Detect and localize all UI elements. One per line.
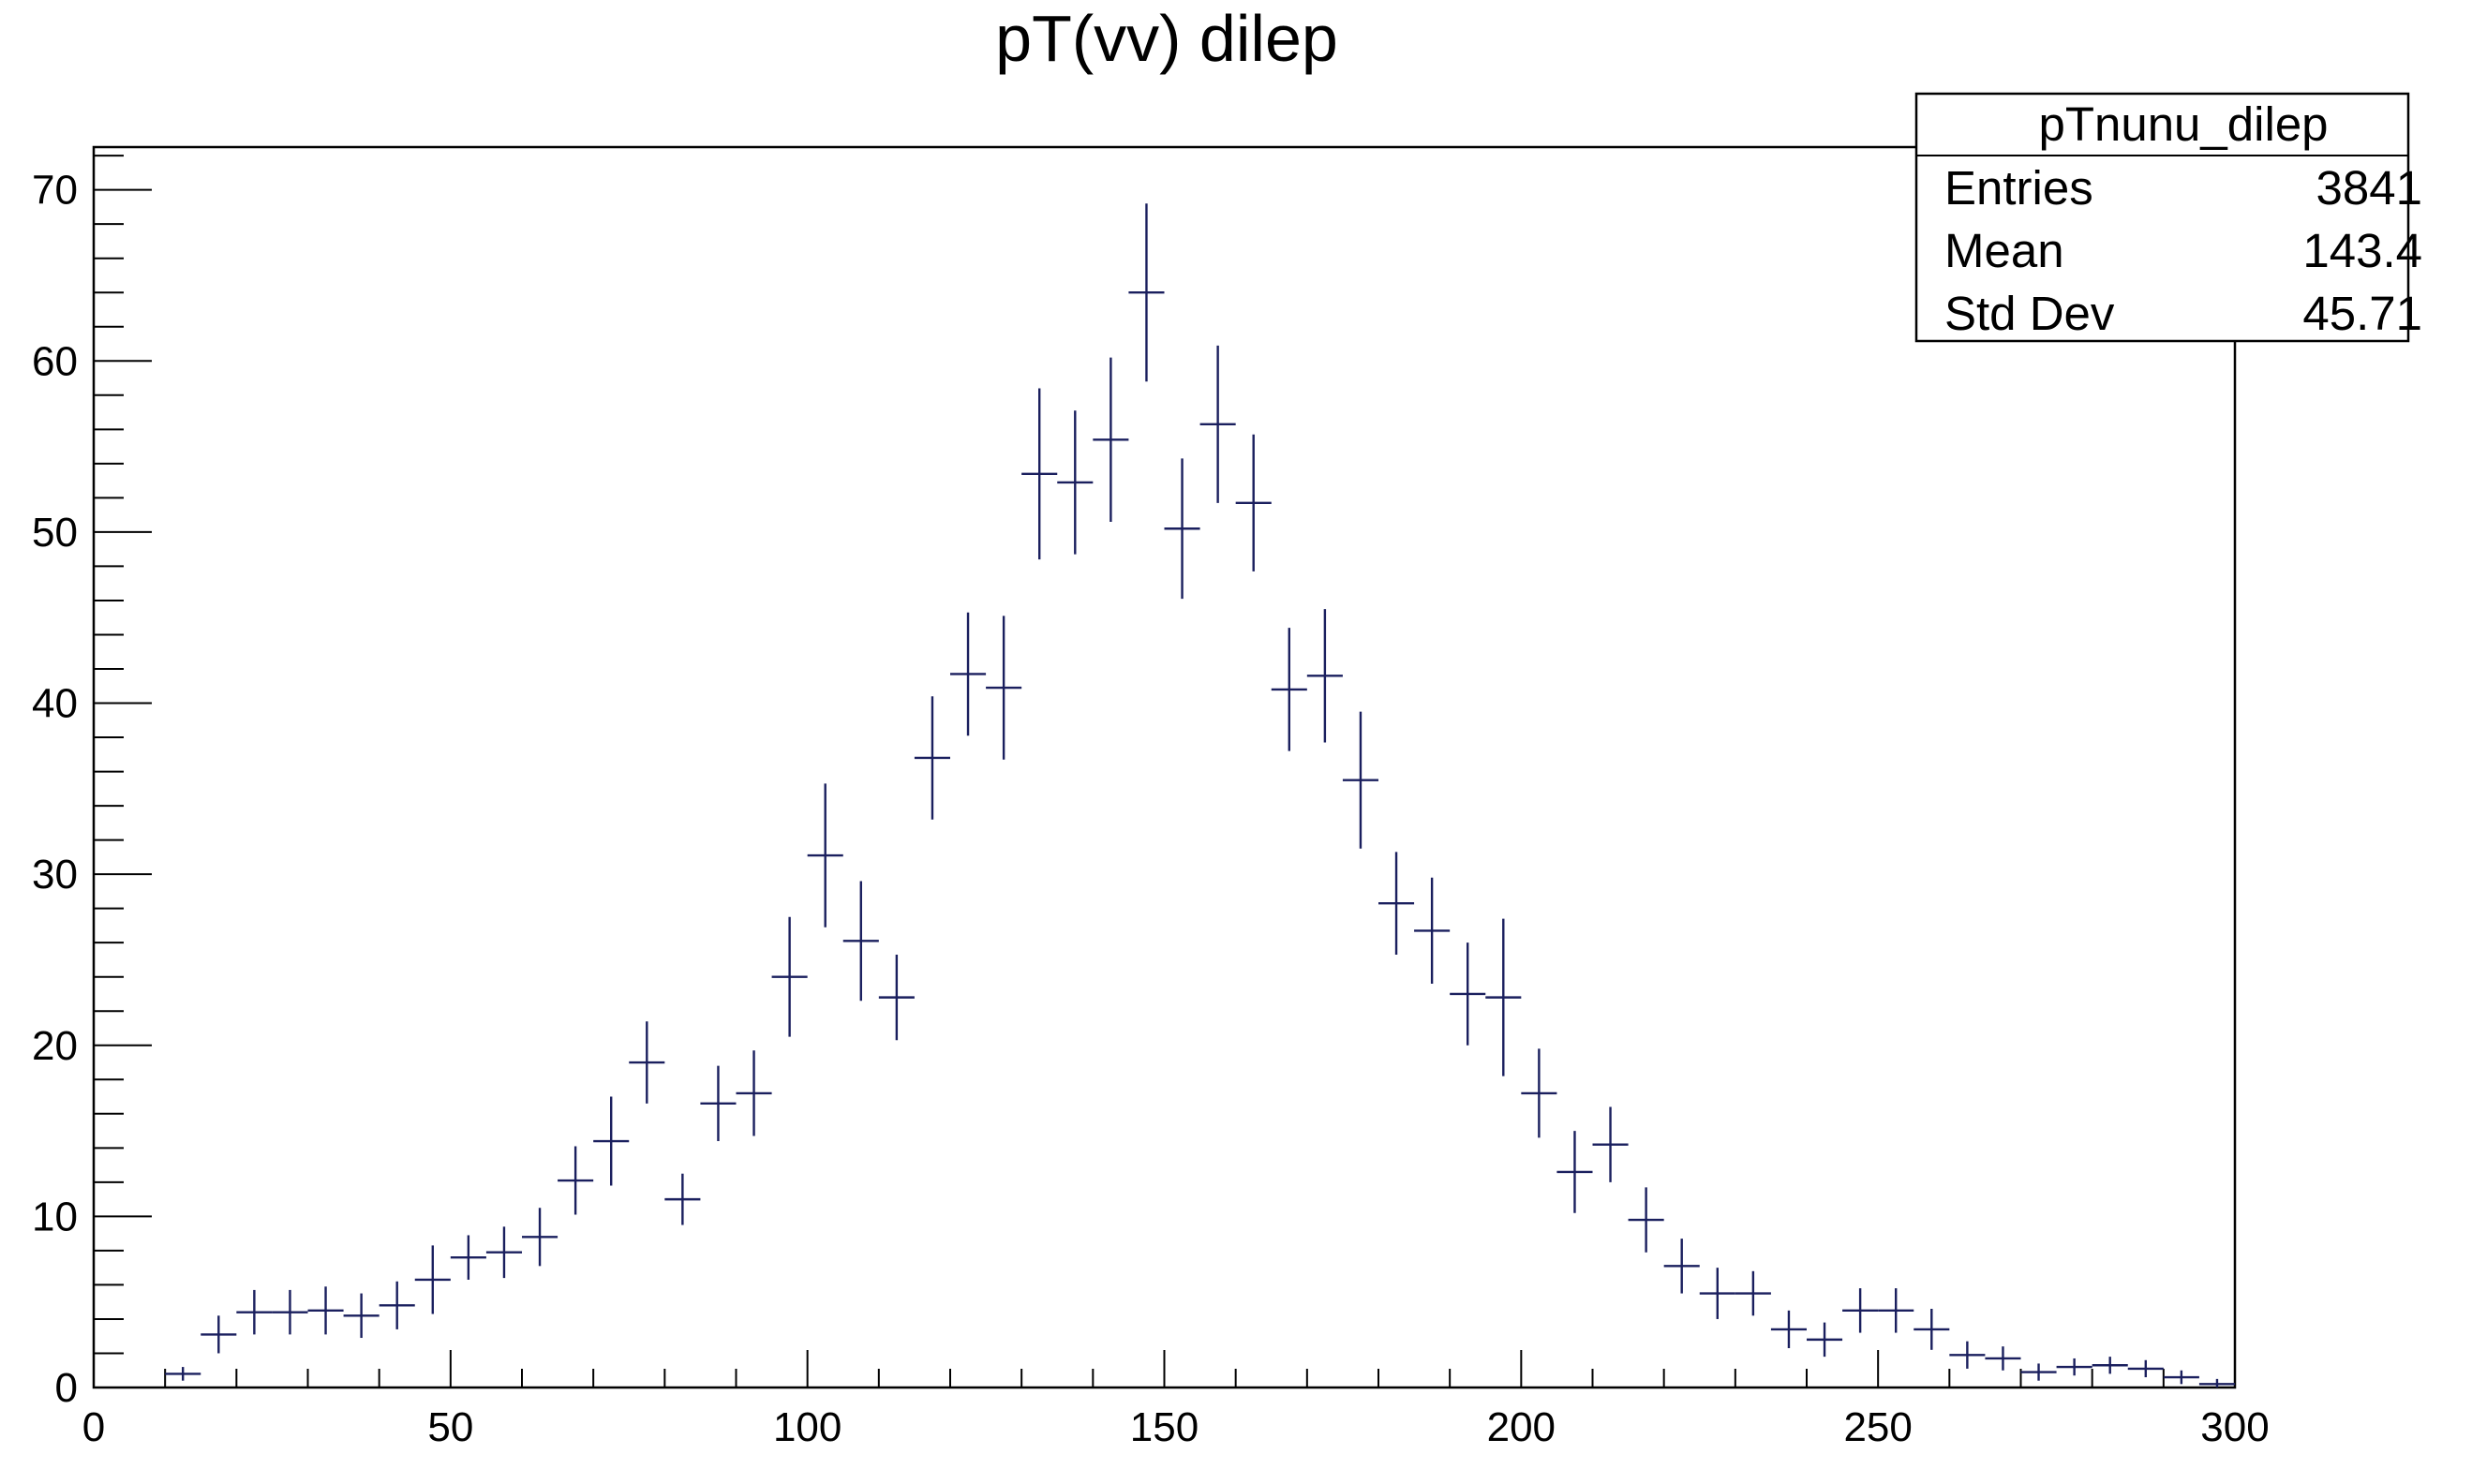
x-tick-label: 0 — [82, 1404, 105, 1450]
data-point — [201, 1315, 237, 1354]
x-tick-label: 200 — [1487, 1404, 1556, 1450]
data-point — [700, 1065, 737, 1142]
data-point — [2127, 1359, 2164, 1378]
data-point — [1807, 1322, 1843, 1358]
x-tick-label: 250 — [1843, 1404, 1912, 1450]
data-point — [2163, 1370, 2199, 1385]
data-point — [807, 783, 843, 928]
stats-box-title: pTnunu_dilep — [2038, 97, 2328, 151]
stats-box: pTnunu_dilep Entries 3841 Mean 143.4 Std… — [1914, 92, 2422, 343]
x-tick-label: 150 — [1130, 1404, 1199, 1450]
data-point — [1699, 1268, 1735, 1319]
data-point — [2092, 1357, 2128, 1374]
data-point — [485, 1226, 522, 1279]
data-point — [1556, 1131, 1593, 1213]
data-point — [1021, 388, 1058, 560]
data-point — [414, 1245, 451, 1314]
y-tick-label: 20 — [32, 1023, 78, 1069]
y-tick-label: 10 — [32, 1194, 78, 1239]
data-point — [1450, 942, 1486, 1046]
data-point — [771, 916, 808, 1037]
data-point — [307, 1286, 344, 1335]
data-point — [2198, 1378, 2235, 1388]
data-point — [1592, 1106, 1629, 1182]
stats-entries-label: Entries — [1944, 161, 2093, 215]
data-point — [1985, 1346, 2021, 1371]
data-point — [1057, 410, 1094, 555]
stats-box-frame — [1914, 92, 2410, 343]
y-tick-label: 30 — [32, 852, 78, 898]
stats-stddev-value: 45.71 — [2302, 287, 2422, 340]
data-point — [450, 1235, 486, 1280]
data-point — [593, 1096, 630, 1186]
data-point — [522, 1208, 558, 1267]
chart-title: pT(vv) dilep — [995, 2, 1338, 75]
x-tick-label: 300 — [2200, 1404, 2269, 1450]
data-point — [272, 1289, 308, 1335]
stats-mean-label: Mean — [1944, 224, 2064, 277]
y-tick-label: 70 — [32, 168, 78, 214]
stats-stddev-label: Std Dev — [1944, 287, 2115, 340]
data-point — [1235, 434, 1272, 571]
y-tick-label: 60 — [32, 338, 78, 384]
data-point — [1628, 1187, 1664, 1253]
data-point — [236, 1289, 273, 1335]
data-points — [165, 203, 2235, 1388]
data-point — [1271, 628, 1307, 751]
x-tick-label: 50 — [427, 1404, 473, 1450]
data-point — [558, 1146, 594, 1215]
data-point — [1914, 1308, 1950, 1350]
data-point — [1878, 1288, 1914, 1333]
data-point — [1770, 1310, 1807, 1348]
data-point — [1521, 1048, 1557, 1138]
data-point — [1128, 203, 1165, 382]
x-axis: 0 50 100 150 200 250 300 — [82, 1350, 2270, 1450]
data-point — [1306, 609, 1343, 743]
stats-entries-value: 3841 — [2316, 161, 2422, 215]
data-point — [986, 616, 1022, 760]
data-point — [914, 696, 950, 820]
data-point — [1093, 357, 1129, 522]
data-point — [950, 612, 987, 736]
y-tick-label: 0 — [55, 1365, 78, 1411]
data-point — [2056, 1358, 2092, 1376]
data-point — [736, 1050, 772, 1136]
data-point — [343, 1293, 380, 1339]
data-point — [878, 954, 915, 1041]
data-point — [165, 1367, 201, 1381]
data-point — [1414, 877, 1451, 985]
data-point — [1842, 1288, 1879, 1333]
y-axis: 0 10 20 30 40 50 60 70 — [32, 155, 152, 1411]
data-point — [2020, 1363, 2057, 1381]
stats-mean-value: 143.4 — [2302, 224, 2422, 277]
data-point — [629, 1021, 665, 1104]
data-point — [1378, 852, 1415, 955]
y-tick-label: 40 — [32, 681, 78, 727]
data-point — [1342, 711, 1378, 849]
data-point — [1663, 1239, 1700, 1294]
plot-frame — [92, 145, 2237, 1389]
y-tick-label: 50 — [32, 510, 78, 556]
data-point — [664, 1173, 701, 1225]
data-point — [1164, 458, 1200, 600]
x-tick-label: 100 — [773, 1404, 841, 1450]
data-point — [842, 881, 879, 1002]
data-point — [1735, 1270, 1771, 1316]
data-point — [1485, 918, 1522, 1076]
data-point — [1949, 1341, 1986, 1369]
data-point — [379, 1281, 415, 1329]
data-point — [1199, 345, 1236, 503]
